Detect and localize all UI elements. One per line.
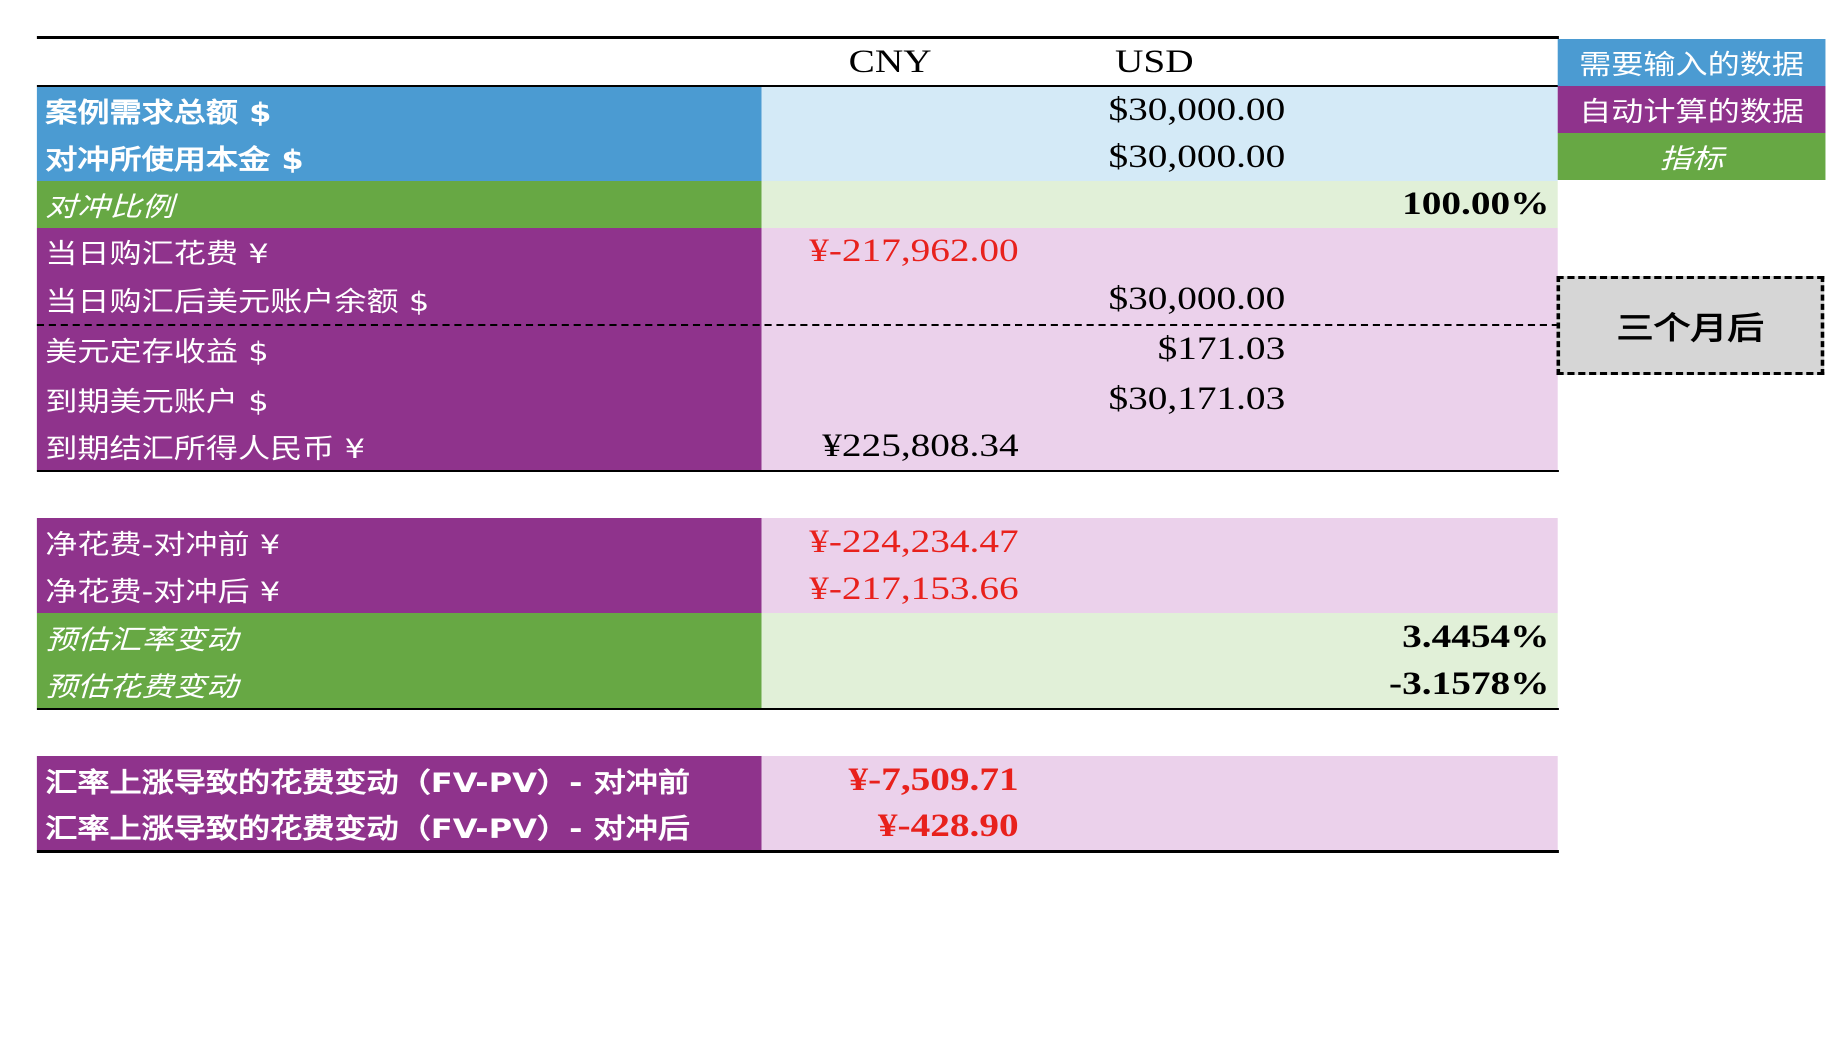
header-usd: USD: [1115, 44, 1194, 80]
purple-label-block-1: [36, 228, 762, 471]
hedge-ratio-pct: 100.00%: [1402, 186, 1550, 222]
three-month-divider: [36, 324, 1559, 326]
three-months-later-box: 三个月后: [1556, 276, 1825, 375]
purple-value-block-2: [761, 518, 1558, 613]
purple-label-block-2: [36, 518, 762, 613]
header-bottom-border: [36, 85, 1559, 87]
usd-balance-label: 当日购汇后美元账户余额 $: [45, 287, 430, 318]
fvpv-after-label: 汇率上涨导致的花费变动（FV-PV）- 对冲后: [45, 814, 691, 845]
purple-value-block-3: [761, 756, 1558, 851]
legend-auto-data: 自动计算的数据: [1557, 86, 1826, 133]
header-cny: CNY: [848, 44, 932, 80]
blue-label-block: [36, 87, 762, 181]
net-before-label: 净花费-对冲前 ¥: [45, 530, 281, 561]
legend-input-data: 需要输入的数据: [1557, 39, 1826, 86]
cost-change-pct: -3.1578%: [1389, 666, 1550, 702]
fx-change-pct: 3.4454%: [1402, 619, 1550, 655]
green-value-block: [761, 613, 1558, 708]
legend-indicator: 指标: [1557, 133, 1826, 180]
cost-change-label: 预估花费变动: [45, 672, 239, 703]
hedge-principal-label: 对冲所使用本金 $: [45, 145, 304, 176]
buy-cost-cny: ¥-217,962.00: [809, 233, 1019, 269]
net-after-label: 净花费-对冲后 ¥: [45, 577, 281, 608]
deposit-gain-label: 美元定存收益 $: [45, 337, 269, 368]
section3-bottom-border: [36, 850, 1559, 853]
case-total-usd[interactable]: $30,000.00: [1108, 92, 1286, 128]
net-before-cny: ¥-224,234.47: [809, 524, 1019, 560]
buy-cost-label: 当日购汇花费 ¥: [45, 239, 269, 270]
section1-bottom-border: [36, 470, 1559, 472]
maturity-cny-label: 到期结汇所得人民币 ¥: [45, 434, 366, 465]
fvpv-after-cny: ¥-428.90: [877, 808, 1019, 844]
net-after-cny: ¥-217,153.66: [809, 571, 1019, 607]
fvpv-before-label: 汇率上涨导致的花费变动（FV-PV）- 对冲前: [45, 768, 691, 799]
maturity-usd-label: 到期美元账户 $: [45, 387, 269, 418]
hedge-ratio-label: 对冲比例: [36, 181, 762, 228]
blue-value-block: [761, 87, 1558, 181]
maturity-usd-value: $30,171.03: [1108, 381, 1286, 417]
usd-balance-usd: $30,000.00: [1108, 281, 1286, 317]
purple-value-block-1: [761, 228, 1558, 471]
table-top-border: [36, 36, 1559, 39]
section2-bottom-border: [36, 708, 1559, 710]
fx-change-label: 预估汇率变动: [45, 625, 239, 656]
green-label-block: [36, 613, 762, 708]
purple-label-block-3: [36, 756, 762, 851]
hedge-ratio-value-bg: [761, 181, 1558, 228]
fvpv-before-cny: ¥-7,509.71: [848, 762, 1019, 798]
hedge-principal-usd[interactable]: $30,000.00: [1108, 139, 1286, 175]
maturity-cny-value: ¥225,808.34: [822, 428, 1019, 464]
deposit-gain-usd: $171.03: [1157, 331, 1286, 367]
case-total-label: 案例需求总额 $: [45, 98, 272, 129]
